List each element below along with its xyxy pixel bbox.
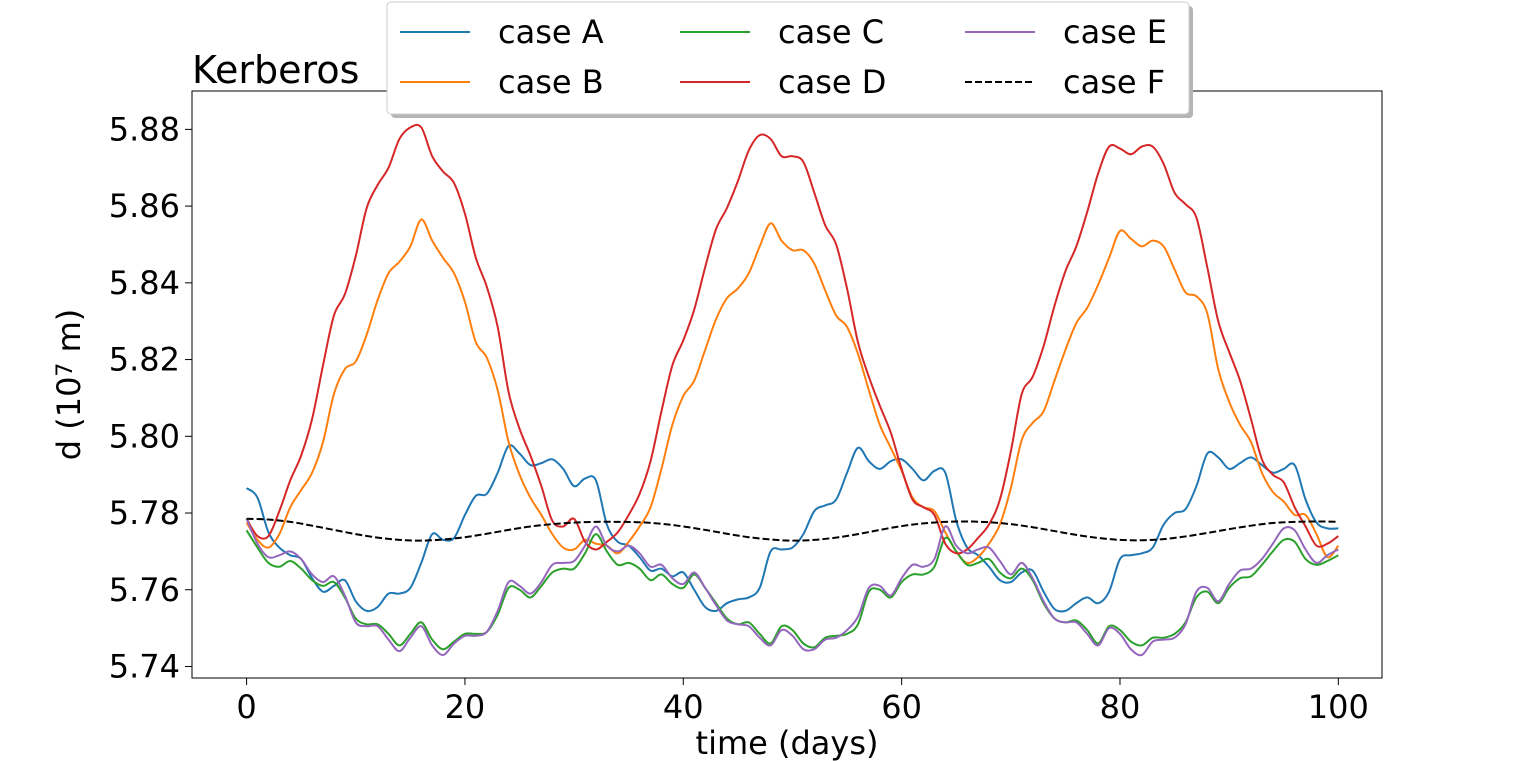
y-axis-ticks: 5.74 5.76 5.78 5.80 5.82 5.84 5.86 5.88: [109, 110, 192, 685]
y-tick-label: 5.88: [109, 110, 180, 148]
y-axis-label-base: d (10: [50, 377, 88, 461]
x-tick-label: 40: [663, 688, 704, 726]
plot-area: [245, 123, 1340, 657]
series-line-case-c: [245, 529, 1339, 651]
series-line-case-e: [245, 518, 1339, 657]
y-axis-label-unit: m): [50, 309, 88, 363]
chart-title: Kerberos: [192, 48, 359, 92]
y-tick-label: 5.82: [109, 341, 180, 379]
y-tick-label: 5.84: [109, 264, 180, 302]
y-tick-label: 5.86: [109, 187, 180, 225]
y-axis-label: d (107 m): [50, 309, 88, 461]
legend-box: [386, 1, 1190, 115]
series-line-case-b: [245, 218, 1340, 565]
legend-label: case F: [1063, 63, 1165, 101]
series-line-case-f: [246, 517, 1339, 542]
y-axis-label-exponent: 7: [53, 363, 78, 377]
x-tick-label: 0: [236, 688, 256, 726]
y-tick-label: 5.74: [109, 647, 180, 685]
x-tick-label: 100: [1308, 688, 1369, 726]
legend: case A case B case C case D case E case F: [386, 1, 1193, 118]
x-tick-label: 20: [445, 688, 486, 726]
x-tick-label: 80: [1100, 688, 1141, 726]
legend-label: case A: [498, 13, 604, 51]
legend-label: case E: [1063, 13, 1167, 51]
x-axis-label: time (days): [696, 724, 879, 761]
x-axis-ticks: 0 20 40 60 80 100: [236, 678, 1369, 726]
y-tick-label: 5.76: [109, 571, 180, 609]
legend-label: case D: [778, 63, 886, 101]
legend-label: case C: [778, 13, 884, 51]
y-tick-label: 5.78: [109, 494, 180, 532]
legend-label: case B: [498, 63, 604, 101]
axes: 0 20 40 60 80 100 5.74 5.76 5.78 5.80 5.82 5.84 5.8…: [109, 90, 1383, 726]
series-line-case-d: [245, 123, 1339, 555]
x-tick-label: 60: [881, 688, 922, 726]
y-tick-label: 5.80: [109, 417, 180, 455]
